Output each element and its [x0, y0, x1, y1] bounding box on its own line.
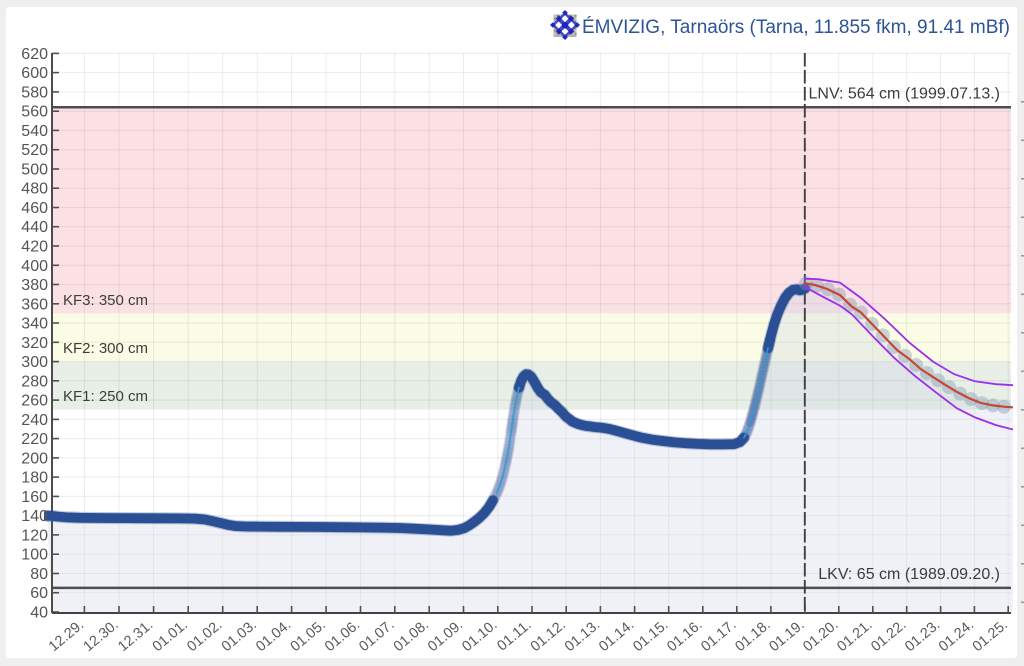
svg-text:220: 220: [21, 431, 48, 448]
svg-text:200: 200: [21, 450, 48, 467]
svg-text:280: 280: [21, 373, 48, 390]
svg-text:480: 480: [21, 181, 48, 198]
svg-text:440: 440: [21, 219, 48, 236]
svg-text:600: 600: [21, 65, 48, 82]
svg-text:LKV: 65 cm (1989.09.20.): LKV: 65 cm (1989.09.20.): [818, 566, 1000, 583]
svg-text:540: 540: [21, 123, 48, 140]
svg-text:160: 160: [21, 489, 48, 506]
svg-text:260: 260: [21, 393, 48, 410]
svg-text:300: 300: [21, 354, 48, 371]
svg-text:460: 460: [21, 200, 48, 217]
svg-text:360: 360: [21, 296, 48, 313]
svg-text:KF1: 250 cm: KF1: 250 cm: [63, 388, 148, 405]
svg-text:60: 60: [30, 585, 48, 602]
svg-text:420: 420: [21, 239, 48, 256]
svg-text:KF3: 350 cm: KF3: 350 cm: [63, 292, 148, 309]
svg-text:340: 340: [21, 316, 48, 333]
svg-text:KF2: 300 cm: KF2: 300 cm: [63, 340, 148, 357]
svg-text:120: 120: [21, 527, 48, 544]
svg-text:LNV: 564 cm (1999.07.13.): LNV: 564 cm (1999.07.13.): [808, 85, 1000, 102]
svg-text:400: 400: [21, 258, 48, 275]
svg-text:520: 520: [21, 142, 48, 159]
svg-text:580: 580: [21, 84, 48, 101]
svg-text:380: 380: [21, 277, 48, 294]
svg-text:140: 140: [21, 508, 48, 525]
svg-text:100: 100: [21, 547, 48, 564]
svg-text:240: 240: [21, 412, 48, 429]
svg-text:ÉMVIZIG, Tarnaörs (Tarna, 11.8: ÉMVIZIG, Tarnaörs (Tarna, 11.855 fkm, 91…: [582, 17, 1010, 38]
svg-text:180: 180: [21, 470, 48, 487]
svg-text:620: 620: [21, 46, 48, 63]
svg-text:320: 320: [21, 335, 48, 352]
svg-text:40: 40: [30, 605, 48, 622]
svg-text:560: 560: [21, 104, 48, 121]
svg-text:500: 500: [21, 162, 48, 179]
svg-text:80: 80: [30, 566, 48, 583]
